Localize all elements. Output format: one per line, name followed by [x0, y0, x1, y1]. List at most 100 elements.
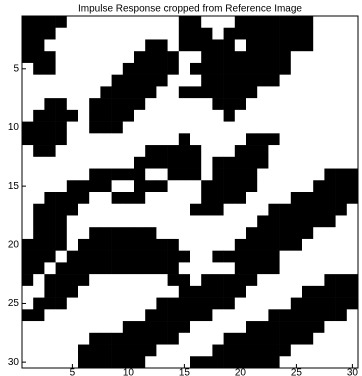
cell — [302, 262, 314, 274]
cell — [302, 86, 314, 98]
cell — [235, 227, 247, 239]
cell — [123, 309, 135, 321]
cell — [112, 39, 124, 51]
cell — [89, 169, 101, 181]
cell — [44, 227, 56, 239]
cell — [123, 298, 135, 310]
y-tick-label: 5 — [13, 63, 19, 74]
cell — [302, 157, 314, 169]
cell — [201, 309, 213, 321]
cell — [201, 239, 213, 251]
cell — [246, 215, 258, 227]
cell — [78, 321, 90, 333]
cell — [268, 262, 280, 274]
cell — [89, 251, 101, 263]
cell — [145, 309, 157, 321]
cell — [347, 75, 359, 87]
cell — [89, 239, 101, 251]
cell — [313, 215, 325, 227]
cell — [134, 133, 146, 145]
cell — [302, 122, 314, 134]
cell — [347, 169, 359, 181]
cell — [212, 309, 224, 321]
cell — [156, 39, 168, 51]
cell — [235, 75, 247, 87]
cell — [22, 321, 34, 333]
cell — [212, 298, 224, 310]
cell — [257, 86, 269, 98]
cell — [145, 204, 157, 216]
cell — [134, 345, 146, 357]
cell — [156, 251, 168, 263]
cell — [268, 192, 280, 204]
cell — [44, 321, 56, 333]
cell — [324, 63, 336, 75]
cell — [235, 28, 247, 40]
cell — [324, 133, 336, 145]
cell — [291, 145, 303, 157]
cell — [235, 16, 247, 28]
cell — [324, 110, 336, 122]
cell — [201, 321, 213, 333]
cell — [33, 98, 45, 110]
cell — [313, 63, 325, 75]
cell — [100, 86, 112, 98]
cell — [268, 51, 280, 63]
cell — [302, 345, 314, 357]
cell — [168, 309, 180, 321]
cell — [179, 215, 191, 227]
cell — [33, 286, 45, 298]
cell — [291, 321, 303, 333]
cell — [336, 227, 348, 239]
cell — [156, 180, 168, 192]
cell — [324, 227, 336, 239]
cell — [313, 86, 325, 98]
cell — [212, 145, 224, 157]
cell — [235, 298, 247, 310]
cell — [291, 239, 303, 251]
cell — [22, 75, 34, 87]
cell — [224, 215, 236, 227]
cell — [190, 110, 202, 122]
cell — [78, 251, 90, 263]
cell — [257, 251, 269, 263]
cell — [257, 227, 269, 239]
cell — [89, 157, 101, 169]
cell — [33, 39, 45, 51]
cell — [313, 169, 325, 181]
cell — [302, 251, 314, 263]
cell — [156, 98, 168, 110]
cell — [190, 133, 202, 145]
cell — [224, 63, 236, 75]
cell — [224, 145, 236, 157]
cell — [67, 192, 79, 204]
cell — [22, 28, 34, 40]
cell — [134, 274, 146, 286]
cell — [179, 239, 191, 251]
cell — [33, 133, 45, 145]
cell — [89, 16, 101, 28]
cell — [324, 145, 336, 157]
cell — [145, 98, 157, 110]
cell — [168, 345, 180, 357]
cell — [201, 298, 213, 310]
cell — [156, 86, 168, 98]
cell — [347, 16, 359, 28]
cell — [212, 251, 224, 263]
cell — [44, 180, 56, 192]
cell — [134, 180, 146, 192]
cell — [67, 204, 79, 216]
cell — [190, 63, 202, 75]
cell — [168, 227, 180, 239]
cell — [67, 98, 79, 110]
cell — [268, 145, 280, 157]
cell — [313, 333, 325, 345]
image — [22, 16, 358, 368]
cell — [246, 286, 258, 298]
cell — [89, 321, 101, 333]
cell — [190, 75, 202, 87]
cell — [78, 215, 90, 227]
cell — [145, 16, 157, 28]
cell — [280, 145, 292, 157]
cell — [246, 51, 258, 63]
